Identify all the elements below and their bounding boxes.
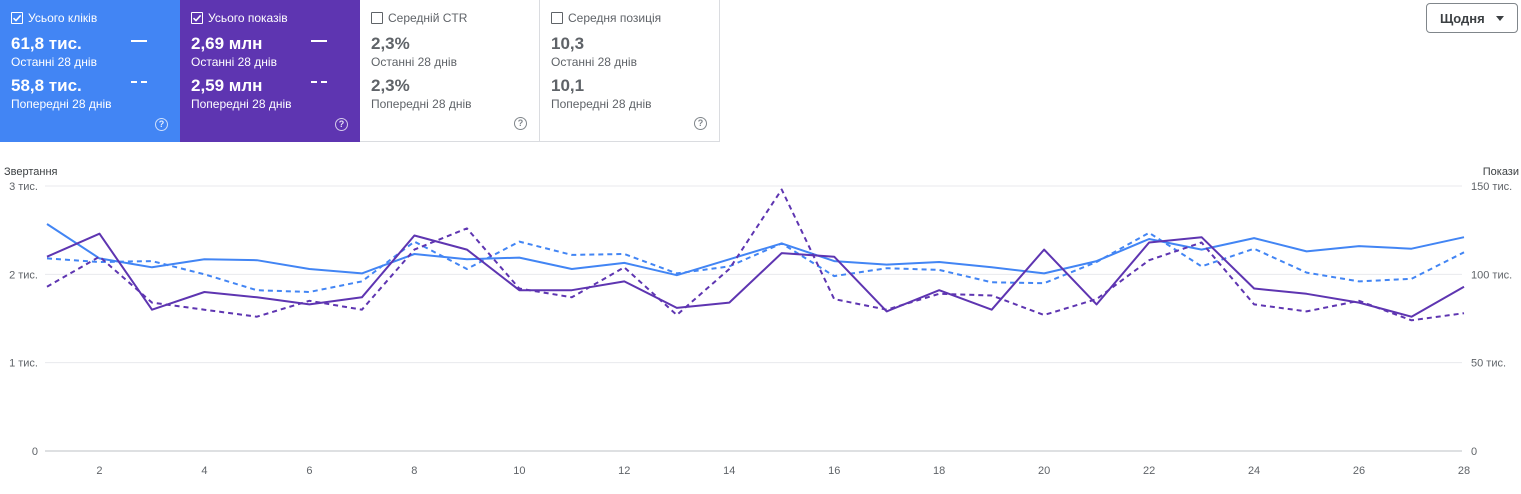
x-axis-tick-label: 16	[828, 465, 840, 477]
current-period-label: Останні 28 днів	[371, 55, 457, 69]
current-period-label: Останні 28 днів	[191, 55, 277, 69]
previous-value: 2,3%	[371, 76, 410, 95]
x-axis-tick-label: 24	[1248, 465, 1260, 477]
previous-period-label: Попередні 28 днів	[191, 97, 292, 111]
right-axis-tick-label: 0	[1471, 446, 1477, 458]
caret-down-icon	[1496, 16, 1504, 21]
checkbox-icon[interactable]	[191, 12, 203, 24]
current-period-label: Останні 28 днів	[551, 55, 637, 69]
average-position-header[interactable]: Середня позиція	[551, 11, 661, 25]
card-title: Усього кліків	[28, 11, 98, 25]
help-circle-icon[interactable]: ?	[694, 117, 707, 130]
period-dropdown-label: Щодня	[1440, 10, 1485, 26]
previous-value: 2,59 млн	[191, 76, 263, 95]
x-axis-tick-label: 14	[723, 465, 735, 477]
dashed-legend-line	[311, 81, 327, 83]
average-ctr-header[interactable]: Середній CTR	[371, 11, 467, 25]
left-axis-tick-label: 3 тис.	[9, 181, 38, 193]
average-position-card[interactable]: Середня позиція 10,3 Останні 28 днів 10,…	[540, 0, 720, 142]
x-axis-tick-label: 28	[1458, 465, 1470, 477]
checkbox-icon[interactable]	[551, 12, 563, 24]
right-axis-tick-label: 50 тис.	[1471, 358, 1506, 370]
previous-value: 58,8 тис.	[11, 76, 82, 95]
right-axis-tick-label: 100 тис.	[1471, 269, 1512, 281]
current-value: 61,8 тис.	[11, 34, 82, 53]
x-axis-tick-label: 26	[1353, 465, 1365, 477]
x-axis-tick-label: 10	[513, 465, 525, 477]
current-value: 10,3	[551, 34, 585, 53]
x-axis-tick-label: 12	[618, 465, 630, 477]
period-dropdown[interactable]: Щодня	[1426, 3, 1518, 33]
x-axis-tick-label: 20	[1038, 465, 1050, 477]
x-axis-tick-label: 2	[96, 465, 102, 477]
left-axis-tick-label: 0	[32, 446, 38, 458]
total-clicks-header[interactable]: Усього кліків	[11, 11, 97, 25]
checkbox-icon[interactable]	[11, 12, 23, 24]
card-title: Середня позиція	[568, 11, 662, 25]
right-axis-title: Покази	[1482, 166, 1519, 178]
series-line-0	[46, 223, 1465, 277]
series-line-1	[46, 231, 1465, 293]
previous-period-label: Попередні 28 днів	[551, 97, 652, 111]
total-clicks-card[interactable]: Усього кліків 61,8 тис. Останні 28 днів …	[0, 0, 180, 142]
current-value: 2,69 млн	[191, 34, 263, 53]
series-line-2	[46, 232, 1465, 318]
metric-cards: Усього кліків 61,8 тис. Останні 28 днів …	[0, 0, 720, 142]
solid-legend-line	[131, 40, 147, 42]
x-axis-tick-label: 18	[933, 465, 945, 477]
solid-legend-line	[311, 40, 327, 42]
x-axis-tick-label: 22	[1143, 465, 1155, 477]
previous-period-label: Попередні 28 днів	[11, 97, 112, 111]
help-circle-icon[interactable]: ?	[514, 117, 527, 130]
x-axis-tick-label: 4	[201, 465, 207, 477]
total-impressions-header[interactable]: Усього показів	[191, 11, 288, 25]
series-line-3	[46, 188, 1465, 322]
previous-period-label: Попередні 28 днів	[371, 97, 472, 111]
help-circle-icon[interactable]: ?	[335, 118, 348, 131]
previous-value: 10,1	[551, 76, 585, 95]
performance-chart: 0 1 тис. 2 тис. 3 тис. 0 50 тис. 100 тис. 150 т…	[9, 181, 1512, 477]
help-circle-icon[interactable]: ?	[155, 118, 168, 131]
x-axis-tick-label: 6	[306, 465, 312, 477]
x-axis-tick-label: 8	[411, 465, 417, 477]
right-axis-tick-label: 150 тис.	[1471, 181, 1512, 193]
card-title: Усього показів	[208, 11, 288, 25]
current-value: 2,3%	[371, 34, 410, 53]
checkbox-icon[interactable]	[371, 12, 383, 24]
card-title: Середній CTR	[388, 11, 468, 25]
left-axis-tick-label: 2 тис.	[9, 269, 38, 281]
average-ctr-card[interactable]: Середній CTR 2,3% Останні 28 днів 2,3% П…	[360, 0, 540, 142]
current-period-label: Останні 28 днів	[11, 55, 97, 69]
total-impressions-card[interactable]: Усього показів 2,69 млн Останні 28 днів …	[180, 0, 360, 142]
left-axis-title: Звертання	[4, 166, 58, 178]
left-axis-tick-label: 1 тис.	[9, 358, 38, 370]
dashed-legend-line	[131, 81, 147, 83]
